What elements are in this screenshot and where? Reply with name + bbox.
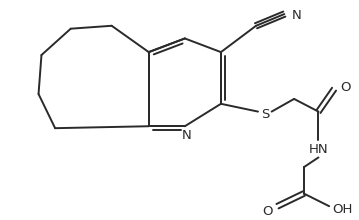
Text: S: S — [262, 108, 270, 121]
Text: HN: HN — [309, 143, 328, 156]
Text: O: O — [341, 81, 351, 94]
Text: N: N — [292, 9, 302, 22]
Text: N: N — [182, 130, 192, 143]
Text: OH: OH — [333, 203, 353, 216]
Text: O: O — [262, 205, 273, 218]
